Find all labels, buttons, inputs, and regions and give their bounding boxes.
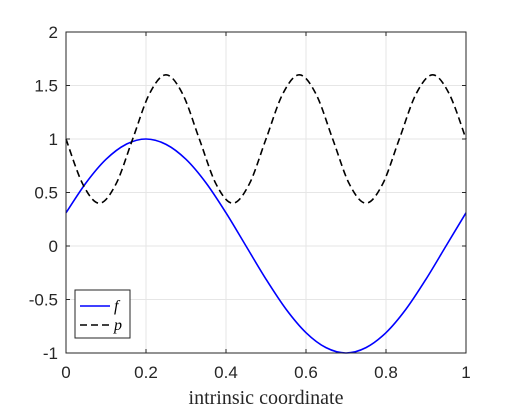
y-tick-label: 1: [49, 130, 58, 149]
x-tick-label: 0.8: [374, 363, 398, 382]
x-tick-label: 1: [461, 363, 470, 382]
y-tick-label: 2: [49, 23, 58, 42]
legend-label-f: f: [114, 298, 121, 315]
x-tick-label: 0: [61, 363, 70, 382]
x-tick-label: 0.6: [294, 363, 318, 382]
x-tick-label: 0.2: [134, 363, 158, 382]
series-line-p: [65, 73, 467, 205]
x-axis-label: intrinsic coordinate: [189, 387, 344, 409]
tick-layer: 0 0.2 0.4 0.6 0.8 1 -1 -0.5 0 0.5 1 1.5 2: [29, 23, 471, 382]
y-tick-label: 1.5: [34, 77, 58, 96]
y-tick-label: -1: [43, 344, 58, 363]
x-tick-label: 0.4: [214, 363, 238, 382]
legend: f p: [74, 289, 131, 339]
series-layer: [65, 73, 467, 354]
legend-box: [74, 289, 131, 339]
legend-label-p: p: [113, 317, 122, 334]
y-tick-label: -0.5: [29, 291, 58, 310]
y-tick-label: 0.5: [34, 184, 58, 203]
y-tick-label: 0: [49, 237, 58, 256]
